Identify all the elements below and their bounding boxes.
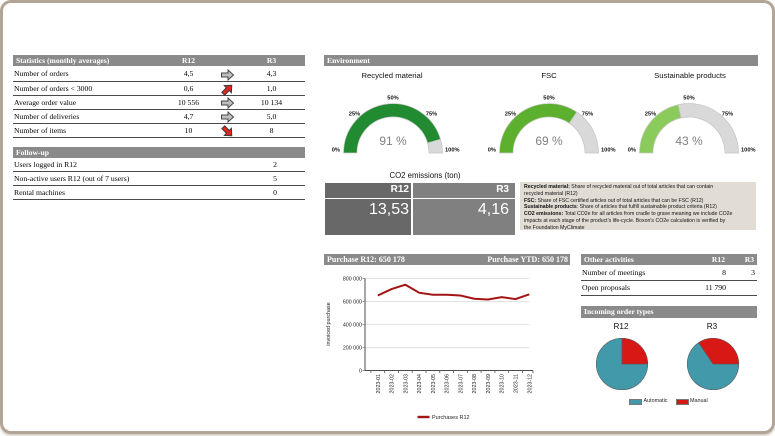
svg-text:0: 0 (359, 369, 362, 375)
svg-text:2023-05: 2023-05 (431, 374, 437, 393)
svg-text:2023-11: 2023-11 (514, 374, 520, 393)
svg-text:2023-08: 2023-08 (472, 374, 478, 393)
svg-text:800 000: 800 000 (343, 276, 362, 282)
svg-text:69 %: 69 % (535, 134, 563, 148)
svg-text:0%: 0% (628, 148, 636, 154)
svg-text:75%: 75% (722, 112, 733, 118)
svg-text:2023-07: 2023-07 (458, 374, 464, 393)
svg-text:50%: 50% (543, 96, 554, 102)
svg-text:25%: 25% (349, 112, 360, 118)
svg-text:0%: 0% (332, 148, 340, 154)
svg-text:100%: 100% (445, 148, 460, 154)
svg-text:2023-09: 2023-09 (486, 374, 492, 393)
svg-text:25%: 25% (645, 112, 656, 118)
svg-text:2023-01: 2023-01 (376, 374, 382, 393)
svg-text:2023-04: 2023-04 (417, 374, 423, 393)
svg-text:2023-02: 2023-02 (390, 374, 396, 393)
svg-text:50%: 50% (387, 96, 398, 102)
svg-text:75%: 75% (426, 112, 437, 118)
svg-text:25%: 25% (505, 112, 516, 118)
svg-text:43 %: 43 % (675, 134, 703, 148)
svg-text:2023-12: 2023-12 (527, 374, 533, 393)
svg-text:600 000: 600 000 (343, 300, 362, 306)
svg-text:invoiced purchase: invoiced purchase (326, 302, 332, 345)
svg-text:91 %: 91 % (379, 134, 407, 148)
svg-text:2023-03: 2023-03 (403, 374, 409, 393)
svg-text:100%: 100% (601, 148, 616, 154)
svg-text:75%: 75% (582, 112, 593, 118)
svg-text:2023-10: 2023-10 (500, 374, 506, 393)
svg-text:2023-06: 2023-06 (445, 374, 451, 393)
svg-text:100%: 100% (741, 148, 756, 154)
svg-text:50%: 50% (683, 96, 694, 102)
svg-text:200 000: 200 000 (343, 346, 362, 352)
svg-text:Purchases R12: Purchases R12 (432, 415, 470, 421)
svg-text:400 000: 400 000 (343, 323, 362, 329)
svg-text:0%: 0% (488, 148, 496, 154)
